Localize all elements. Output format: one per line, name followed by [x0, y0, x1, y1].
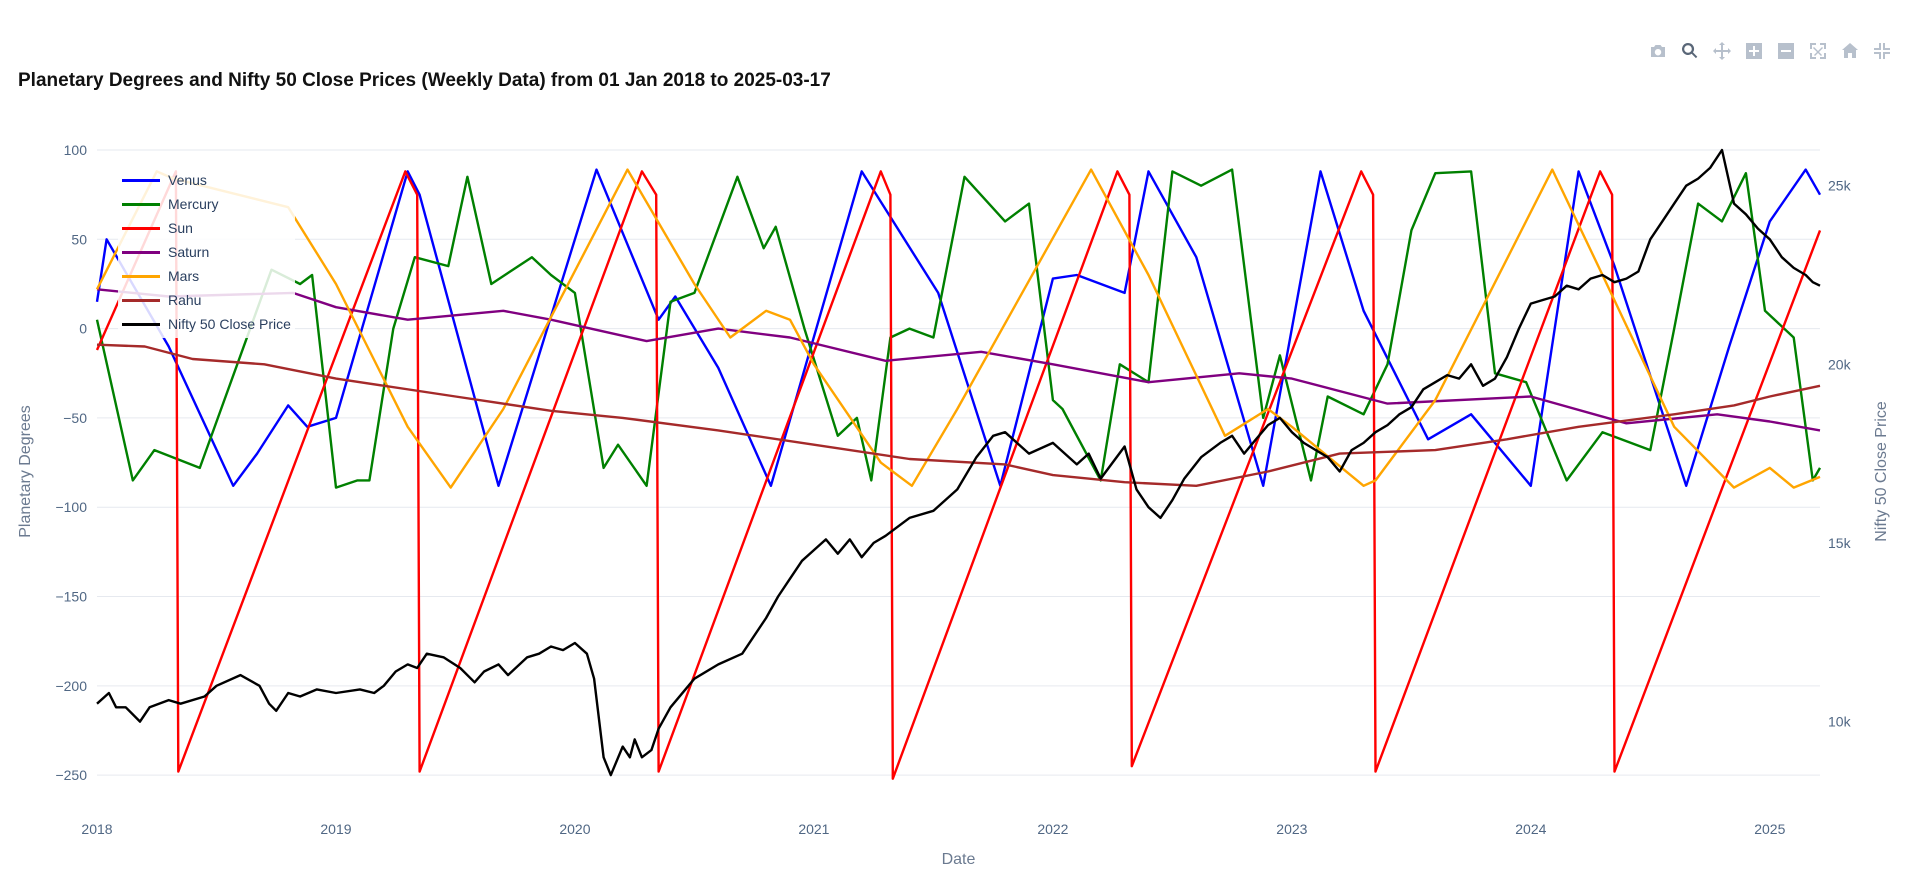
x-axis-title: Date [942, 851, 976, 868]
legend-label: Mercury [168, 196, 219, 212]
y-tick-label: 0 [79, 321, 87, 337]
series-line-mars[interactable] [95, 168, 1821, 489]
y-tick-label: −100 [55, 499, 87, 515]
legend-label: Nifty 50 Close Price [168, 316, 291, 332]
modebar [1647, 40, 1893, 62]
y-tick-label: −200 [55, 678, 87, 694]
y2-tick-label: 15k [1828, 535, 1852, 551]
zoom-in-icon[interactable] [1743, 40, 1765, 62]
legend-label: Venus [168, 172, 207, 188]
x-tick-label: 2024 [1515, 821, 1546, 837]
chart-title: Planetary Degrees and Nifty 50 Close Pri… [18, 70, 831, 91]
x-tick-label: 2020 [559, 821, 590, 837]
legend: Venus Mercury Sun Saturn Mars Rahu Nifty 50 Cl… [118, 166, 295, 338]
camera-icon[interactable] [1647, 40, 1669, 62]
y-tick-label: 50 [71, 231, 87, 247]
legend-item-venus[interactable]: Venus [122, 168, 291, 192]
y-tick-label: 100 [64, 142, 88, 158]
x-tick-label: 2018 [81, 821, 112, 837]
y-tick-label: −50 [63, 410, 87, 426]
legend-swatch [122, 298, 160, 302]
legend-item-saturn[interactable]: Saturn [122, 240, 291, 264]
y2-axis-title: Nifty 50 Close Price [1873, 401, 1890, 542]
x-tick-label: 2023 [1276, 821, 1307, 837]
series-line-mercury[interactable] [95, 168, 1822, 489]
home-icon[interactable] [1839, 40, 1861, 62]
legend-item-nifty-50-close-price[interactable]: Nifty 50 Close Price [122, 312, 291, 336]
x-tick-label: 2025 [1754, 821, 1785, 837]
legend-swatch [122, 202, 160, 206]
legend-item-mercury[interactable]: Mercury [122, 192, 291, 216]
legend-swatch [122, 250, 160, 254]
series-line-nifty-50-close-price[interactable] [96, 148, 1821, 777]
series-line-venus[interactable] [95, 168, 1822, 487]
x-tick-label: 2019 [320, 821, 351, 837]
y-tick-label: −250 [55, 767, 87, 783]
y2-tick-label: 10k [1828, 714, 1852, 730]
legend-swatch [122, 274, 160, 278]
pan-icon[interactable] [1711, 40, 1733, 62]
series-line-sun[interactable] [95, 170, 1822, 780]
x-tick-label: 2022 [1037, 821, 1068, 837]
autoscale-icon[interactable] [1807, 40, 1829, 62]
legend-swatch [122, 226, 160, 230]
legend-label: Rahu [168, 292, 202, 308]
legend-label: Sun [168, 220, 193, 236]
series-line-saturn[interactable] [96, 288, 1821, 432]
legend-label: Saturn [168, 244, 210, 260]
legend-item-sun[interactable]: Sun [122, 216, 291, 240]
zoom-icon[interactable] [1679, 40, 1701, 62]
zoom-out-icon[interactable] [1775, 40, 1797, 62]
legend-swatch [122, 322, 160, 326]
legend-swatch [122, 178, 160, 182]
y-tick-label: −150 [55, 589, 87, 605]
x-tick-label: 2021 [798, 821, 829, 837]
y2-tick-label: 25k [1828, 178, 1852, 194]
legend-item-rahu[interactable]: Rahu [122, 288, 291, 312]
legend-item-mars[interactable]: Mars [122, 264, 291, 288]
series-line-rahu[interactable] [96, 343, 1821, 487]
y2-tick-label: 20k [1828, 356, 1852, 372]
legend-label: Mars [168, 268, 200, 284]
y-axis-title: Planetary Degrees [17, 405, 34, 538]
